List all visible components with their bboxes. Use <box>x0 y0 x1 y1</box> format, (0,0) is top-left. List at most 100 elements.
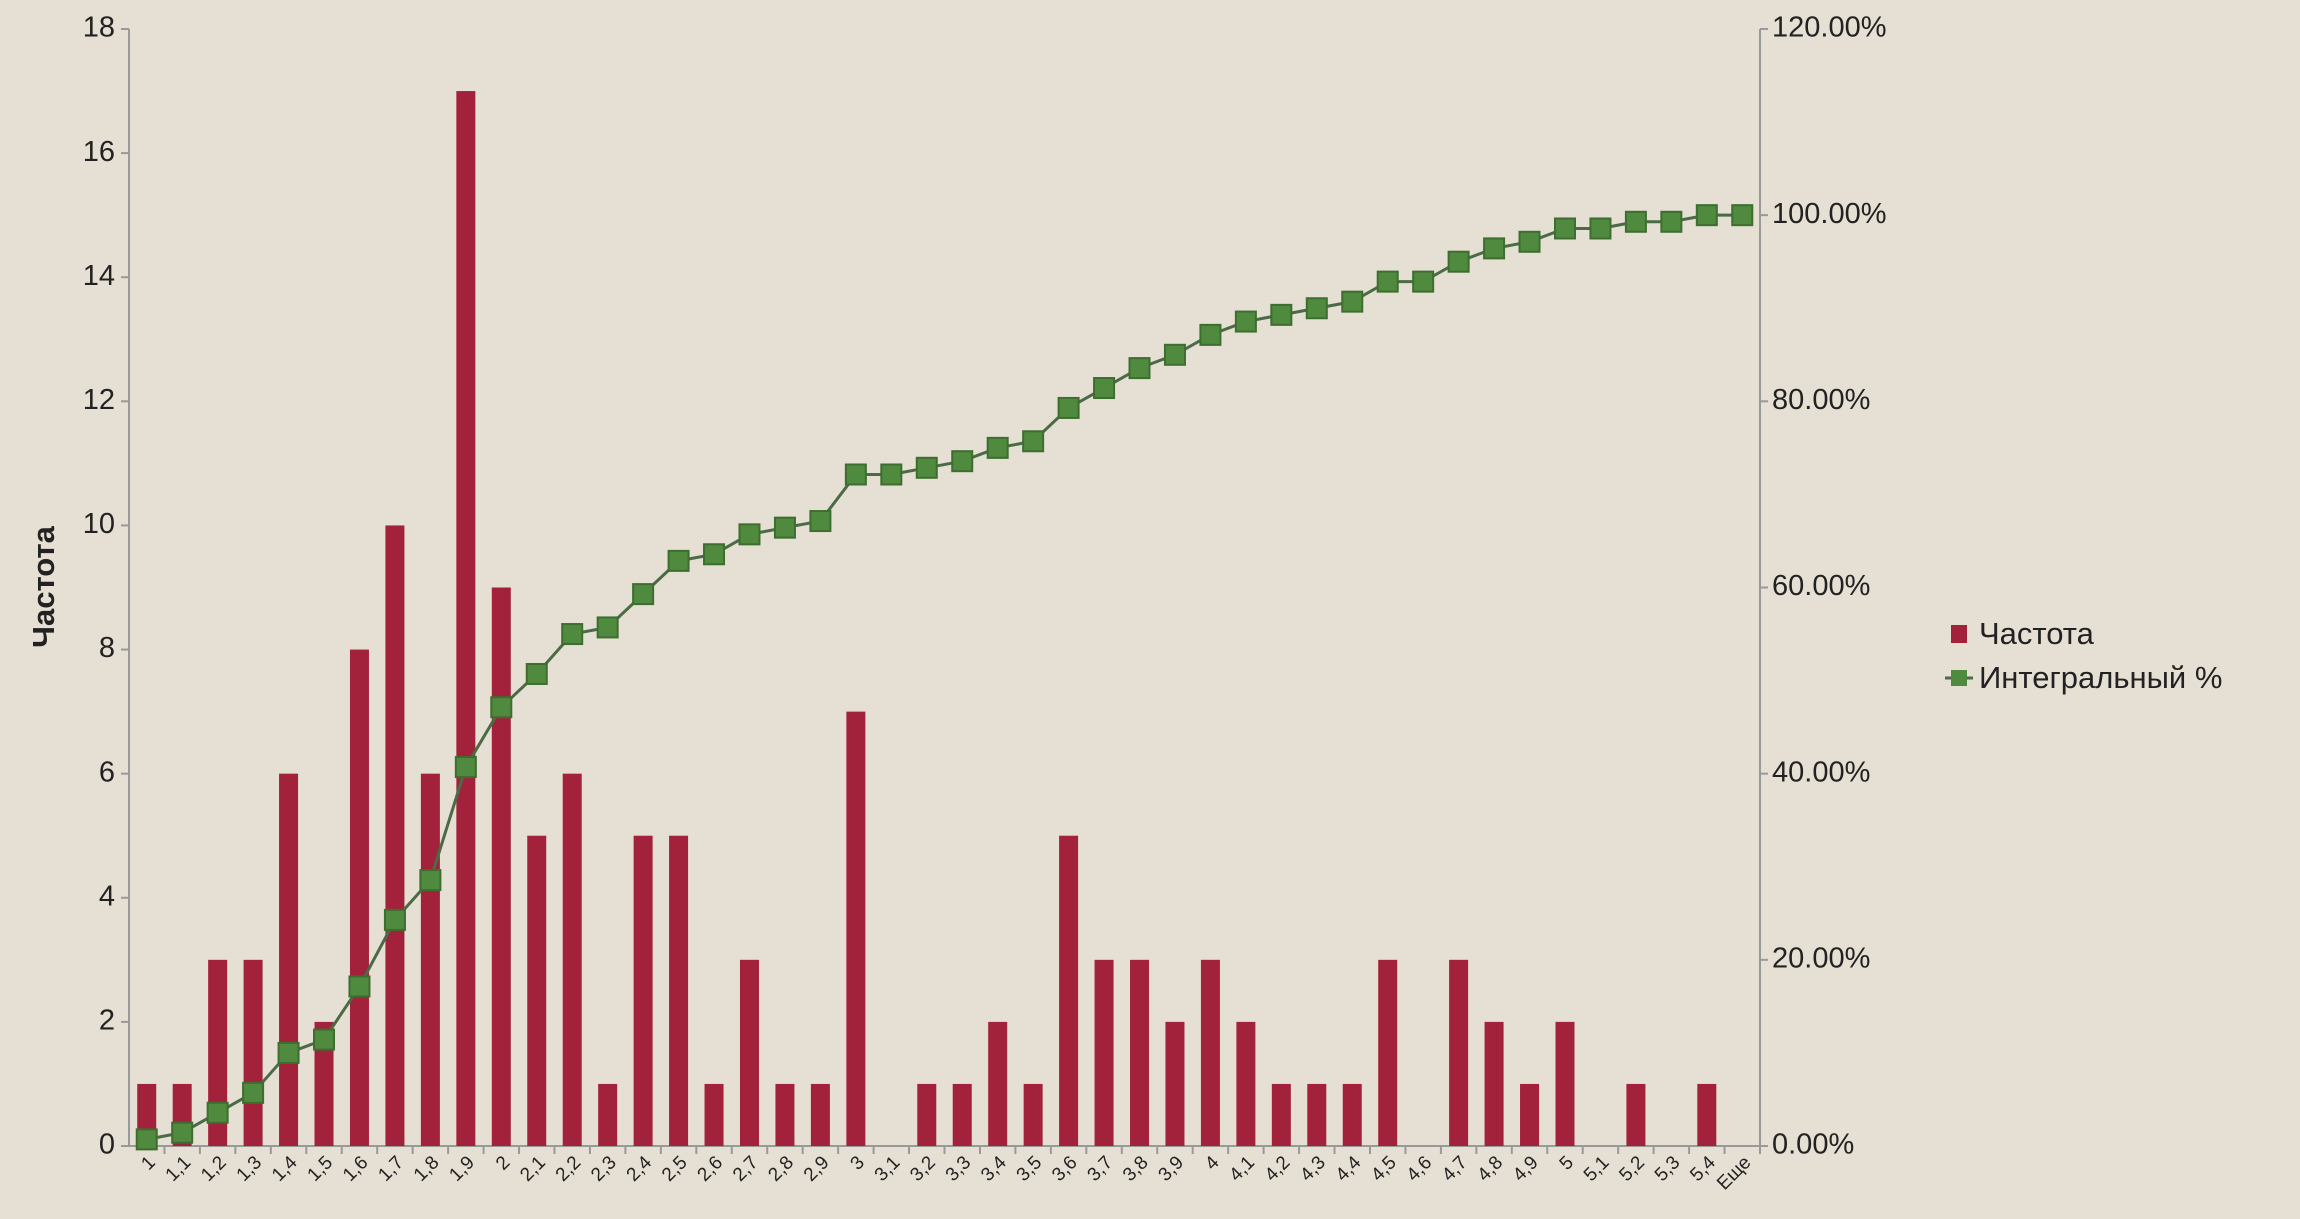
x-tick-label: 2 <box>492 1152 514 1174</box>
marker <box>1518 230 1541 253</box>
x-tick-label: 2,1 <box>516 1152 550 1186</box>
x-tick-label: Еще <box>1713 1152 1755 1194</box>
marker <box>1270 303 1293 326</box>
marker <box>277 1041 300 1064</box>
marker <box>809 510 832 533</box>
marker <box>383 908 406 931</box>
bar <box>1059 835 1079 1146</box>
marker <box>1660 210 1683 233</box>
marker <box>454 756 477 779</box>
marker <box>596 616 619 639</box>
x-tick-label: 4,1 <box>1225 1152 1259 1186</box>
marker <box>525 662 548 685</box>
y-tick-label: 4 <box>99 880 115 912</box>
marker <box>242 1081 265 1104</box>
x-tick-label: 1,7 <box>374 1152 408 1186</box>
y-tick-label: 2 <box>99 1005 115 1037</box>
bar <box>527 835 547 1146</box>
x-tick-label: 4,3 <box>1296 1152 1330 1186</box>
marker <box>1093 377 1116 400</box>
marker <box>1376 270 1399 293</box>
bar <box>810 1083 830 1146</box>
marker <box>773 516 796 539</box>
bar <box>1271 1083 1291 1146</box>
x-tick-label: 1 <box>137 1152 159 1174</box>
marker <box>632 583 655 606</box>
x-tick-label: 1,1 <box>162 1152 196 1186</box>
marker <box>1341 290 1364 313</box>
x-tick-label: 5,1 <box>1580 1152 1614 1186</box>
bar <box>385 525 405 1146</box>
marker <box>915 456 938 479</box>
y2-tick-label: 80.00% <box>1772 384 1870 416</box>
y2-tick-label: 100.00% <box>1772 198 1887 230</box>
marker <box>1128 357 1151 380</box>
marker <box>348 975 371 998</box>
x-tick-label: 1,3 <box>233 1152 267 1186</box>
x-tick-label: 4,7 <box>1438 1152 1472 1186</box>
marker <box>1057 396 1080 419</box>
marker <box>1624 210 1647 233</box>
marker <box>844 463 867 486</box>
bar <box>598 1083 618 1146</box>
x-tick-label: 2,5 <box>658 1152 692 1186</box>
marker <box>880 463 903 486</box>
marker <box>1234 310 1257 333</box>
marker <box>1731 204 1754 227</box>
y2-tick-label: 0.00% <box>1772 1129 1854 1161</box>
line <box>146 213 1743 1141</box>
bar <box>243 959 263 1146</box>
bar <box>349 649 369 1146</box>
y-tick-label: 6 <box>99 756 115 788</box>
marker <box>490 696 513 719</box>
marker <box>206 1101 229 1124</box>
bar <box>1307 1083 1327 1146</box>
x-tick-label: 3,4 <box>977 1152 1011 1186</box>
bar <box>491 587 511 1146</box>
marker <box>313 1028 336 1051</box>
y-tick-label: 14 <box>83 260 115 292</box>
x-tick-label: 3,8 <box>1119 1152 1153 1186</box>
marker <box>1695 204 1718 227</box>
bar <box>1626 1083 1646 1146</box>
bar <box>1555 1021 1575 1146</box>
bar <box>562 773 582 1146</box>
x-tick-label: 5,2 <box>1615 1152 1649 1186</box>
bar <box>1697 1083 1717 1146</box>
x-tick-label: 3,5 <box>1013 1152 1047 1186</box>
x-tick-label: 2,4 <box>623 1152 657 1186</box>
x-tick-label: 4,2 <box>1261 1152 1295 1186</box>
bar <box>775 1083 795 1146</box>
y2-tick-label: 40.00% <box>1772 756 1870 788</box>
marker <box>1447 250 1470 273</box>
marker <box>1163 343 1186 366</box>
bar <box>1449 959 1469 1146</box>
marker <box>135 1128 158 1151</box>
x-tick-label: 4,5 <box>1367 1152 1401 1186</box>
x-tick-label: 2,6 <box>694 1152 728 1186</box>
x-tick-label: 1,9 <box>445 1152 479 1186</box>
marker <box>738 523 761 546</box>
x-tick-label: 2,2 <box>552 1152 586 1186</box>
bar <box>846 711 866 1146</box>
marker <box>1199 323 1222 346</box>
bar <box>1378 959 1398 1146</box>
marker <box>1483 237 1506 260</box>
x-tick-label: 2,9 <box>800 1152 834 1186</box>
y-tick-label: 10 <box>83 508 115 540</box>
y2-tick-label: 20.00% <box>1772 942 1870 974</box>
x-tick-label: 4,6 <box>1403 1152 1437 1186</box>
bar <box>633 835 653 1146</box>
bar <box>952 1083 972 1146</box>
x-tick-label: 4 <box>1201 1152 1224 1175</box>
x-tick-label: 5,3 <box>1651 1152 1685 1186</box>
y-tick-label: 12 <box>83 384 115 416</box>
y-axis-label: Частота <box>26 525 61 647</box>
x-tick-label: 3,6 <box>1048 1152 1082 1186</box>
legend-label: Частота <box>1979 616 2095 651</box>
x-tick-label: 3,9 <box>1155 1152 1189 1186</box>
marker <box>419 869 442 892</box>
marker <box>1553 217 1576 240</box>
bar <box>1130 959 1150 1146</box>
